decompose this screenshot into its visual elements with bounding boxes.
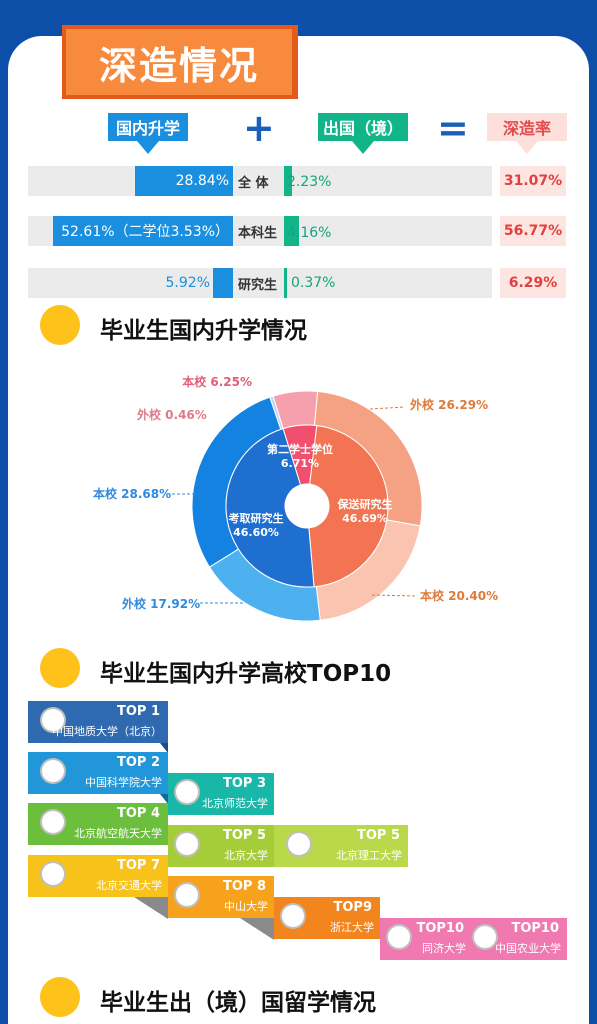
university-name: 同济大学 [422, 942, 466, 955]
rank-label: TOP 1 [116, 704, 160, 719]
callout-line [369, 406, 406, 410]
header-domestic: 国内升学 [108, 113, 188, 141]
equals-sign: = [437, 106, 469, 150]
rate-value: 6.29% [500, 268, 566, 298]
abroad-bar [284, 216, 299, 246]
outer-label: 本校 6.25% [182, 374, 252, 389]
arrow-down-icon [137, 141, 159, 154]
row-track [28, 268, 492, 298]
inner-label: 保送研究生 [337, 497, 393, 511]
university-name: 北京理工大学 [336, 849, 402, 862]
row-track [28, 166, 492, 196]
university-logo-icon [174, 779, 200, 805]
outer-label: 本校 28.68% [93, 486, 171, 501]
fold-shadow [160, 743, 168, 753]
university-name: 北京大学 [224, 849, 268, 862]
university-logo-icon [40, 758, 66, 784]
rank-label: TOP10 [416, 921, 464, 936]
row-label: 全 体 [238, 175, 269, 191]
inner-label: 考取研究生 [229, 511, 284, 525]
university-name: 中山大学 [224, 900, 268, 913]
rank-label: TOP9 [333, 900, 373, 915]
rank-card-5b: TOP 5 北京理工大学 [274, 825, 408, 867]
rank-label: TOP 7 [116, 858, 160, 873]
rank-label: TOP 3 [222, 776, 266, 791]
inner-slice-2 [225, 427, 315, 588]
domestic-bar [213, 268, 233, 298]
university-logo-icon [286, 831, 312, 857]
arrow-down-icon [516, 141, 538, 154]
inner-value: 6.71% [281, 457, 319, 470]
outer-label: 外校 17.92% [122, 596, 200, 611]
section-bullet-icon [40, 977, 80, 1017]
university-logo-icon [472, 924, 498, 950]
outer-label: 本校 20.40% [420, 588, 498, 603]
rank-label: TOP10 [511, 921, 559, 936]
university-name: 中国地质大学（北京） [52, 725, 162, 738]
header-abroad: 出国（境） [318, 113, 408, 141]
row-label: 本科生 [238, 225, 278, 241]
rank-card-10a: TOP10 同济大学 [380, 918, 472, 960]
rank-card-4: TOP 4 北京航空航天大学 [28, 803, 168, 845]
rank-label: TOP 5 [222, 828, 266, 843]
abroad-value: 4.16% [287, 225, 332, 241]
rank-card-1: TOP 1 中国地质大学（北京） [28, 701, 168, 743]
university-name: 浙江大学 [330, 921, 374, 934]
university-logo-icon [174, 882, 200, 908]
fold-shadow [160, 794, 168, 804]
abroad-bar [284, 268, 287, 298]
university-logo-icon [40, 809, 66, 835]
rank-card-8: TOP 8 中山大学 [168, 876, 274, 918]
section-bullet-icon [40, 648, 80, 688]
inner-label: 第二学士学位 [267, 442, 333, 456]
domestic-value: 5.92% [165, 275, 210, 291]
university-name: 北京交通大学 [96, 879, 162, 892]
section-bullet-icon [40, 305, 80, 345]
callout-line [371, 594, 417, 597]
university-logo-icon [280, 903, 306, 929]
abroad-bar [284, 166, 292, 196]
inner-slice-1 [308, 425, 389, 588]
outer-label: 外校 26.29% [410, 397, 488, 412]
inner-value: 46.69% [342, 512, 388, 525]
abroad-value: 2.23% [287, 174, 332, 190]
domestic-bar: 52.61%（二学位3.53%） [53, 216, 233, 246]
university-name: 中国科学院大学 [85, 776, 162, 789]
row-label: 研究生 [238, 277, 278, 293]
rank-card-3: TOP 3 北京师范大学 [168, 773, 274, 815]
header-rate: 深造率 [487, 113, 567, 141]
rank-label: TOP 8 [222, 879, 266, 894]
section-title-domestic: 毕业生国内升学情况 [100, 318, 307, 344]
university-name: 中国农业大学 [495, 942, 561, 955]
fold-shadow [240, 918, 274, 940]
rank-card-2: TOP 2 中国科学院大学 [28, 752, 168, 794]
university-name: 北京航空航天大学 [74, 827, 162, 840]
section-title-top10: 毕业生国内升学高校TOP10 [100, 661, 392, 687]
rate-value: 56.77% [500, 216, 566, 246]
university-logo-icon [40, 707, 66, 733]
university-logo-icon [386, 924, 412, 950]
domestic-bar: 28.84% [135, 166, 233, 196]
rank-label: TOP 4 [116, 806, 160, 821]
rank-card-10b: TOP10 中国农业大学 [470, 918, 567, 960]
university-logo-icon [174, 831, 200, 857]
outer-label: 外校 0.46% [137, 407, 207, 422]
page-title: 深造情况 [66, 29, 292, 95]
fold-shadow [134, 897, 168, 919]
university-name: 北京师范大学 [202, 797, 268, 810]
inner-value: 46.60% [233, 526, 279, 539]
rank-card-9: TOP9 浙江大学 [274, 897, 380, 939]
rank-label: TOP 5 [356, 828, 400, 843]
plus-sign: + [243, 106, 275, 150]
rate-value: 31.07% [500, 166, 566, 196]
university-logo-icon [40, 861, 66, 887]
abroad-value: 0.37% [291, 275, 336, 291]
section-title-abroad: 毕业生出（境）国留学情况 [100, 990, 376, 1016]
rank-card-7: TOP 7 北京交通大学 [28, 855, 168, 897]
arrow-down-icon [352, 141, 374, 154]
rank-card-5a: TOP 5 北京大学 [168, 825, 274, 867]
rank-label: TOP 2 [116, 755, 160, 770]
